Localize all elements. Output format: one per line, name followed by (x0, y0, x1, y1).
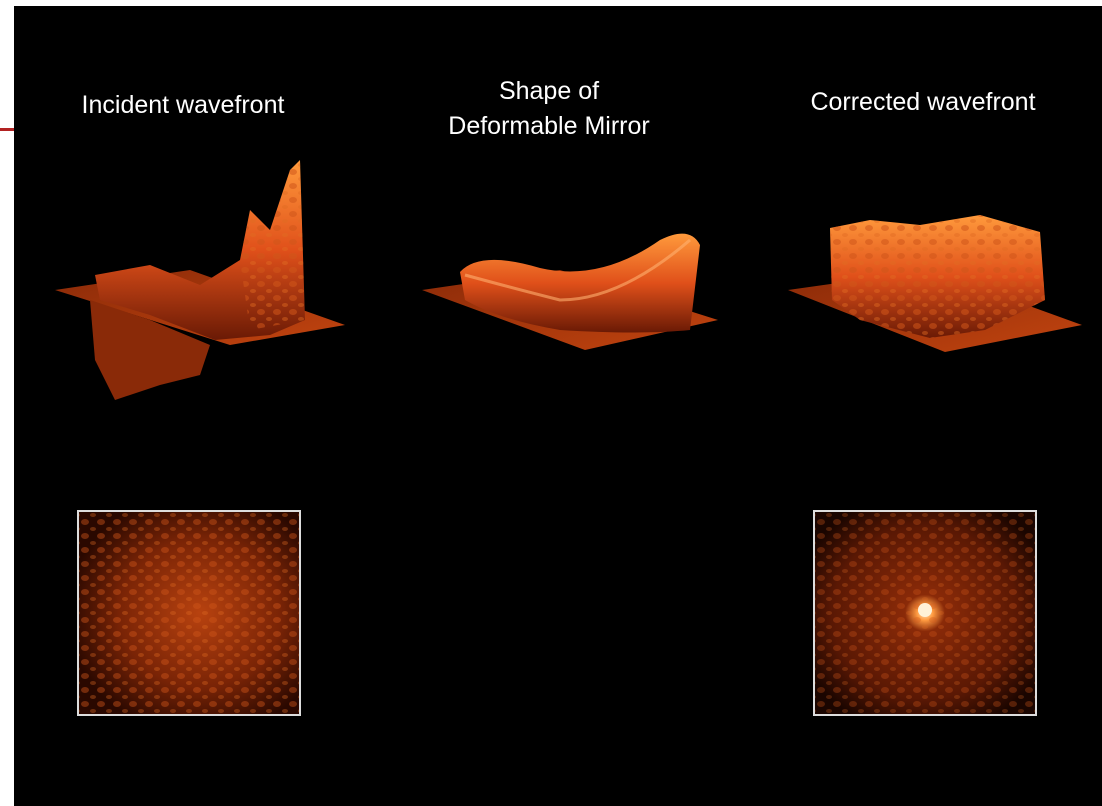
mirror-surface (422, 233, 718, 350)
panel-title: Deformable Mirror (448, 112, 649, 140)
accent-line (0, 128, 14, 131)
panel-title: Incident wavefront (82, 91, 285, 119)
psf-image (77, 510, 301, 716)
incident-surface (55, 160, 345, 400)
psf-image (813, 510, 1037, 716)
corrected-surface (788, 215, 1082, 352)
panel-title: Corrected wavefront (810, 88, 1035, 116)
panel-title: Shape of (499, 77, 599, 105)
